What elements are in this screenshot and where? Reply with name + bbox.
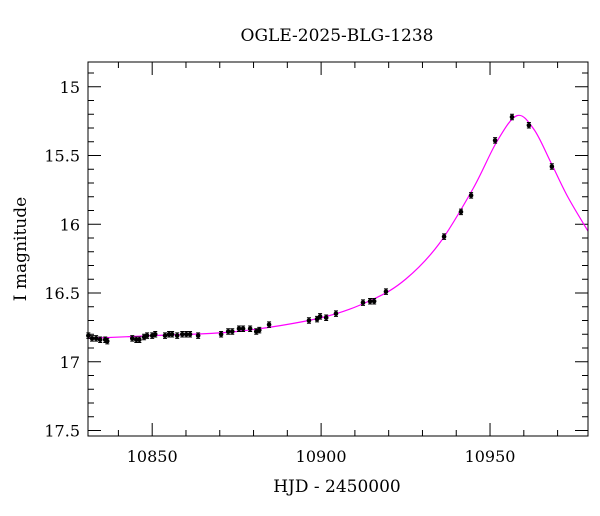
data-point [247, 325, 253, 332]
data-point [184, 331, 189, 338]
data-point [144, 332, 150, 339]
x-tick-label: 10950 [465, 447, 516, 466]
data-point [187, 331, 193, 338]
point-marker [371, 298, 377, 304]
data-point [509, 113, 515, 121]
point-marker [266, 322, 272, 327]
data-point [229, 328, 235, 335]
point-marker [162, 333, 168, 338]
x-tick-label: 10850 [127, 447, 178, 466]
axis-ticks [88, 62, 588, 436]
point-marker [184, 331, 189, 337]
data-point [323, 314, 329, 321]
point-marker [179, 331, 185, 337]
data-point [317, 313, 323, 320]
point-marker [323, 315, 329, 321]
point-marker [104, 338, 110, 344]
data-point [93, 335, 99, 342]
point-marker [236, 326, 242, 332]
data-point [367, 298, 373, 305]
x-tick-label: 10900 [296, 447, 347, 466]
data-point [371, 298, 377, 305]
model-curve [87, 114, 589, 339]
point-marker [509, 114, 515, 120]
chart-title: OGLE-2025-BLG-1238 [241, 26, 434, 46]
y-tick-label: 17 [60, 353, 80, 372]
data-point [236, 325, 242, 332]
data-point [441, 233, 447, 240]
data-point [383, 288, 389, 295]
point-marker [256, 327, 262, 333]
point-marker [229, 329, 235, 334]
data-point [129, 335, 135, 342]
point-marker [306, 318, 312, 323]
data-point [240, 325, 246, 332]
point-marker [383, 289, 389, 294]
point-marker [144, 333, 150, 338]
point-marker [97, 337, 103, 343]
point-marker [187, 331, 193, 337]
y-tick-label: 15 [60, 78, 80, 97]
y-tick-label: 15.5 [44, 147, 80, 166]
data-point [468, 192, 474, 199]
point-marker [225, 329, 231, 334]
data-point [333, 310, 339, 317]
data-point [174, 332, 180, 339]
data-point [360, 299, 366, 306]
data-point [195, 332, 201, 339]
point-marker [317, 314, 323, 319]
x-axis-label: HJD - 2450000 [273, 477, 401, 497]
point-marker [549, 164, 555, 169]
point-marker [458, 209, 464, 215]
point-marker [360, 300, 366, 305]
point-marker [169, 331, 175, 337]
point-marker [89, 336, 95, 341]
point-marker [240, 326, 246, 332]
y-axis-label: I magnitude [11, 197, 31, 301]
data-point [306, 317, 312, 324]
data-point [256, 326, 262, 334]
data-point [549, 163, 555, 170]
data-point [104, 337, 110, 345]
data-point [179, 331, 185, 338]
data-point [152, 331, 158, 338]
point-marker [93, 336, 99, 341]
point-marker [247, 326, 253, 332]
data-points [86, 113, 555, 345]
plot-frame [87, 61, 589, 437]
data-point [162, 332, 168, 339]
point-marker [526, 122, 532, 128]
y-tick-label: 17.5 [44, 422, 80, 441]
data-point [526, 122, 532, 129]
point-marker [174, 333, 180, 338]
point-marker [195, 333, 201, 338]
point-marker [129, 336, 135, 341]
y-tick-label: 16 [60, 215, 80, 234]
point-marker [441, 234, 447, 239]
data-point [225, 328, 231, 335]
point-marker [218, 331, 224, 337]
data-point [169, 331, 175, 338]
y-tick-label: 16.5 [44, 284, 80, 303]
point-marker [152, 331, 158, 337]
data-point [218, 331, 224, 338]
data-point [266, 321, 272, 328]
point-marker [314, 316, 320, 322]
point-marker [137, 337, 142, 343]
data-point [97, 336, 103, 343]
point-marker [333, 311, 339, 316]
point-marker [468, 193, 474, 198]
point-marker [492, 138, 498, 143]
data-point [492, 137, 498, 144]
data-point [314, 315, 320, 323]
tick-labels: 10850 10900 10950 15 15.5 16 16.5 17 17.5 [44, 78, 515, 466]
point-marker [367, 298, 373, 304]
data-point [89, 335, 95, 342]
data-point [137, 336, 142, 343]
data-point [458, 208, 464, 216]
